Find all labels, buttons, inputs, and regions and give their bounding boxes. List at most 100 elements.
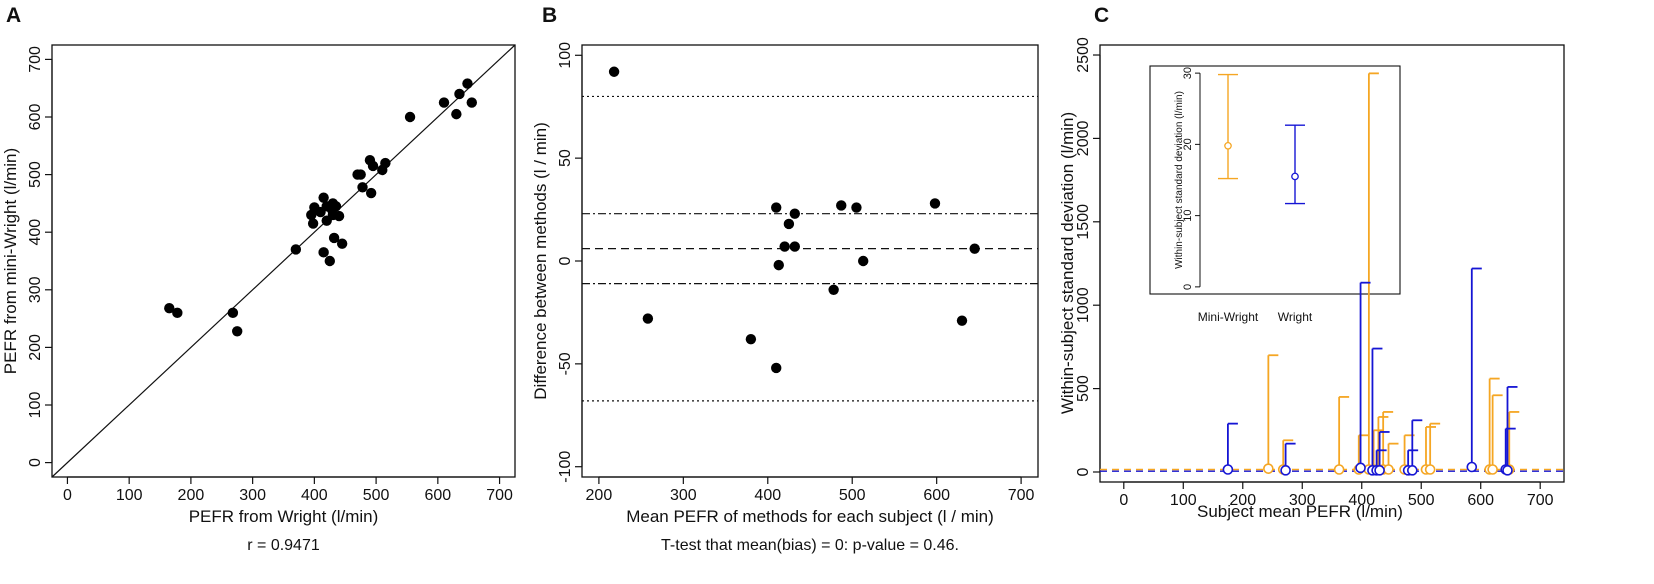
panel-b-point bbox=[608, 66, 620, 77]
panel-c-variability: Subject mean PEFR (l/min) Within-subject… bbox=[1058, 37, 1565, 521]
panel-a-point bbox=[307, 218, 319, 229]
panel-c-x-tick-label: 700 bbox=[1527, 492, 1554, 509]
inset-y-tick-label: 0 bbox=[1182, 284, 1194, 290]
panel-c-mini-wright-point bbox=[1424, 464, 1436, 475]
panel-b-point bbox=[745, 333, 757, 345]
panel-a-y-tick-label: 300 bbox=[27, 276, 44, 303]
panel-c-mini-wright-point bbox=[1263, 463, 1274, 474]
panel-b-bland-altman: Mean PEFR of methods for each subject (l… bbox=[531, 42, 1039, 554]
panel-c-x-tick-label: 400 bbox=[1348, 492, 1375, 509]
panel-a-x-tick-label: 700 bbox=[486, 487, 513, 504]
panel-c-inset-frame bbox=[1149, 65, 1401, 295]
panel-a-point bbox=[330, 201, 342, 212]
panel-a-point bbox=[336, 238, 348, 249]
panel-b-point bbox=[771, 362, 782, 374]
panel-c-y-tick-label: 2500 bbox=[1075, 37, 1092, 73]
panel-a-point bbox=[451, 108, 462, 120]
panel-a-caption: r = 0.9471 bbox=[247, 537, 320, 554]
panel-a-y-tick-label: 600 bbox=[27, 104, 44, 131]
panel-b-y-tick-label: 50 bbox=[557, 149, 574, 167]
panel-c-wright-point bbox=[1466, 461, 1478, 473]
panel-a-scatter: PEFR from Wright (l/min) r = 0.9471 PEFR… bbox=[1, 44, 516, 554]
panel-a-y-tick-label: 700 bbox=[27, 46, 44, 73]
panel-c-x-tick-label: 500 bbox=[1408, 492, 1435, 509]
panel-c-inset-label-mini-wright: Mini-Wright bbox=[1198, 310, 1259, 324]
inset-mean-point bbox=[1291, 172, 1299, 181]
panel-a-point bbox=[227, 307, 239, 319]
panel-b-y-tick-label: 0 bbox=[557, 256, 574, 265]
panel-b-point bbox=[851, 202, 862, 213]
panel-a-y-tick-label: 0 bbox=[27, 458, 44, 467]
panel-b-y-tick-label: 100 bbox=[557, 42, 574, 69]
panel-a-point bbox=[318, 192, 329, 203]
panel-a-x-tick-label: 600 bbox=[424, 487, 451, 504]
panel-a-x-tick-label: 400 bbox=[301, 487, 328, 504]
panel-c-xlabel: Subject mean PEFR (l/min) bbox=[1197, 502, 1403, 521]
panel-c-y-tick-label: 1500 bbox=[1075, 204, 1092, 240]
panel-b-frame bbox=[581, 44, 1039, 478]
panel-b-x-tick-label: 200 bbox=[586, 487, 613, 504]
panel-a-point bbox=[438, 97, 450, 108]
panel-a-point bbox=[454, 88, 465, 100]
panel-a-point bbox=[328, 232, 340, 244]
panel-b-ylabel: Difference between methods (l / min) bbox=[531, 122, 550, 399]
panel-a-point bbox=[318, 247, 329, 258]
panel-a-y-tick-label: 200 bbox=[27, 334, 44, 361]
panel-c-wright-point bbox=[1374, 465, 1385, 476]
panel-c-wright-point bbox=[1280, 465, 1291, 476]
panel-b-y-tick-label: -50 bbox=[557, 352, 574, 375]
panel-a-x-tick-label: 100 bbox=[116, 487, 143, 504]
panel-a-point bbox=[380, 157, 391, 169]
panel-a-point bbox=[290, 244, 302, 255]
inset-mean-point bbox=[1224, 141, 1232, 150]
panel-c-inset-ylabel: Within-subject standard deviation (l/min… bbox=[1174, 91, 1185, 269]
panel-c-y-tick-label: 500 bbox=[1075, 375, 1092, 402]
panel-b-point bbox=[969, 243, 980, 254]
panel-c-wright-point bbox=[1407, 465, 1418, 476]
inset-y-tick-label: 10 bbox=[1182, 210, 1194, 222]
panel-b-point bbox=[929, 198, 941, 209]
panel-c-x-tick-label: 600 bbox=[1467, 492, 1494, 509]
panel-c-y-tick-label: 0 bbox=[1075, 467, 1092, 476]
panel-c-x-tick-label: 100 bbox=[1170, 492, 1197, 509]
panel-b-x-tick-label: 300 bbox=[670, 487, 697, 504]
panel-b-point bbox=[858, 255, 869, 267]
panel-c-x-tick-label: 200 bbox=[1229, 492, 1256, 509]
panel-b-y-tick-label: -100 bbox=[557, 451, 574, 483]
panel-a-point bbox=[367, 160, 379, 172]
panel-a-x-tick-label: 300 bbox=[239, 487, 266, 504]
panel-a-point bbox=[172, 307, 183, 319]
panel-a-y-tick-label: 500 bbox=[27, 161, 44, 188]
panel-b-point bbox=[771, 202, 782, 213]
panel-c-x-tick-label: 300 bbox=[1289, 492, 1316, 509]
panel-a-point bbox=[462, 78, 473, 89]
panel-c-ylabel: Within-subject standard deviation (l/min… bbox=[1058, 112, 1077, 414]
panel-a-point bbox=[357, 182, 368, 193]
panel-a-y-tick-label: 100 bbox=[27, 392, 44, 419]
panel-c-wright-point bbox=[1222, 464, 1234, 475]
panel-b-point bbox=[836, 200, 847, 211]
panel-a-point bbox=[232, 326, 243, 337]
panel-b-caption: T-test that mean(bias) = 0: p-value = 0.… bbox=[661, 537, 959, 554]
panel-a-point bbox=[324, 255, 335, 267]
panel-b-point bbox=[828, 284, 839, 295]
panel-b-xlabel: Mean PEFR of methods for each subject (l… bbox=[626, 507, 994, 526]
panel-a-point bbox=[333, 210, 345, 222]
panel-b-point bbox=[773, 259, 784, 271]
panel-a-x-tick-label: 200 bbox=[178, 487, 205, 504]
panel-label-c: C bbox=[1094, 4, 1109, 27]
panel-a-ylabel: PEFR from mini-Wright (l/min) bbox=[1, 148, 20, 374]
panel-a-y-tick-label: 400 bbox=[27, 219, 44, 246]
panel-b-point bbox=[789, 208, 800, 219]
panel-a-point bbox=[164, 303, 175, 314]
panel-a-point bbox=[466, 97, 477, 108]
panel-c-mini-wright-point bbox=[1333, 464, 1345, 475]
panel-b-point bbox=[956, 315, 968, 326]
panel-c-x-tick-label: 0 bbox=[1119, 492, 1128, 509]
panel-b-x-tick-label: 700 bbox=[1008, 487, 1035, 504]
panel-b-point bbox=[779, 241, 790, 252]
panel-c-mini-wright-point bbox=[1487, 464, 1498, 475]
panel-a-point bbox=[365, 187, 377, 199]
panel-a-identity-line bbox=[51, 44, 516, 478]
